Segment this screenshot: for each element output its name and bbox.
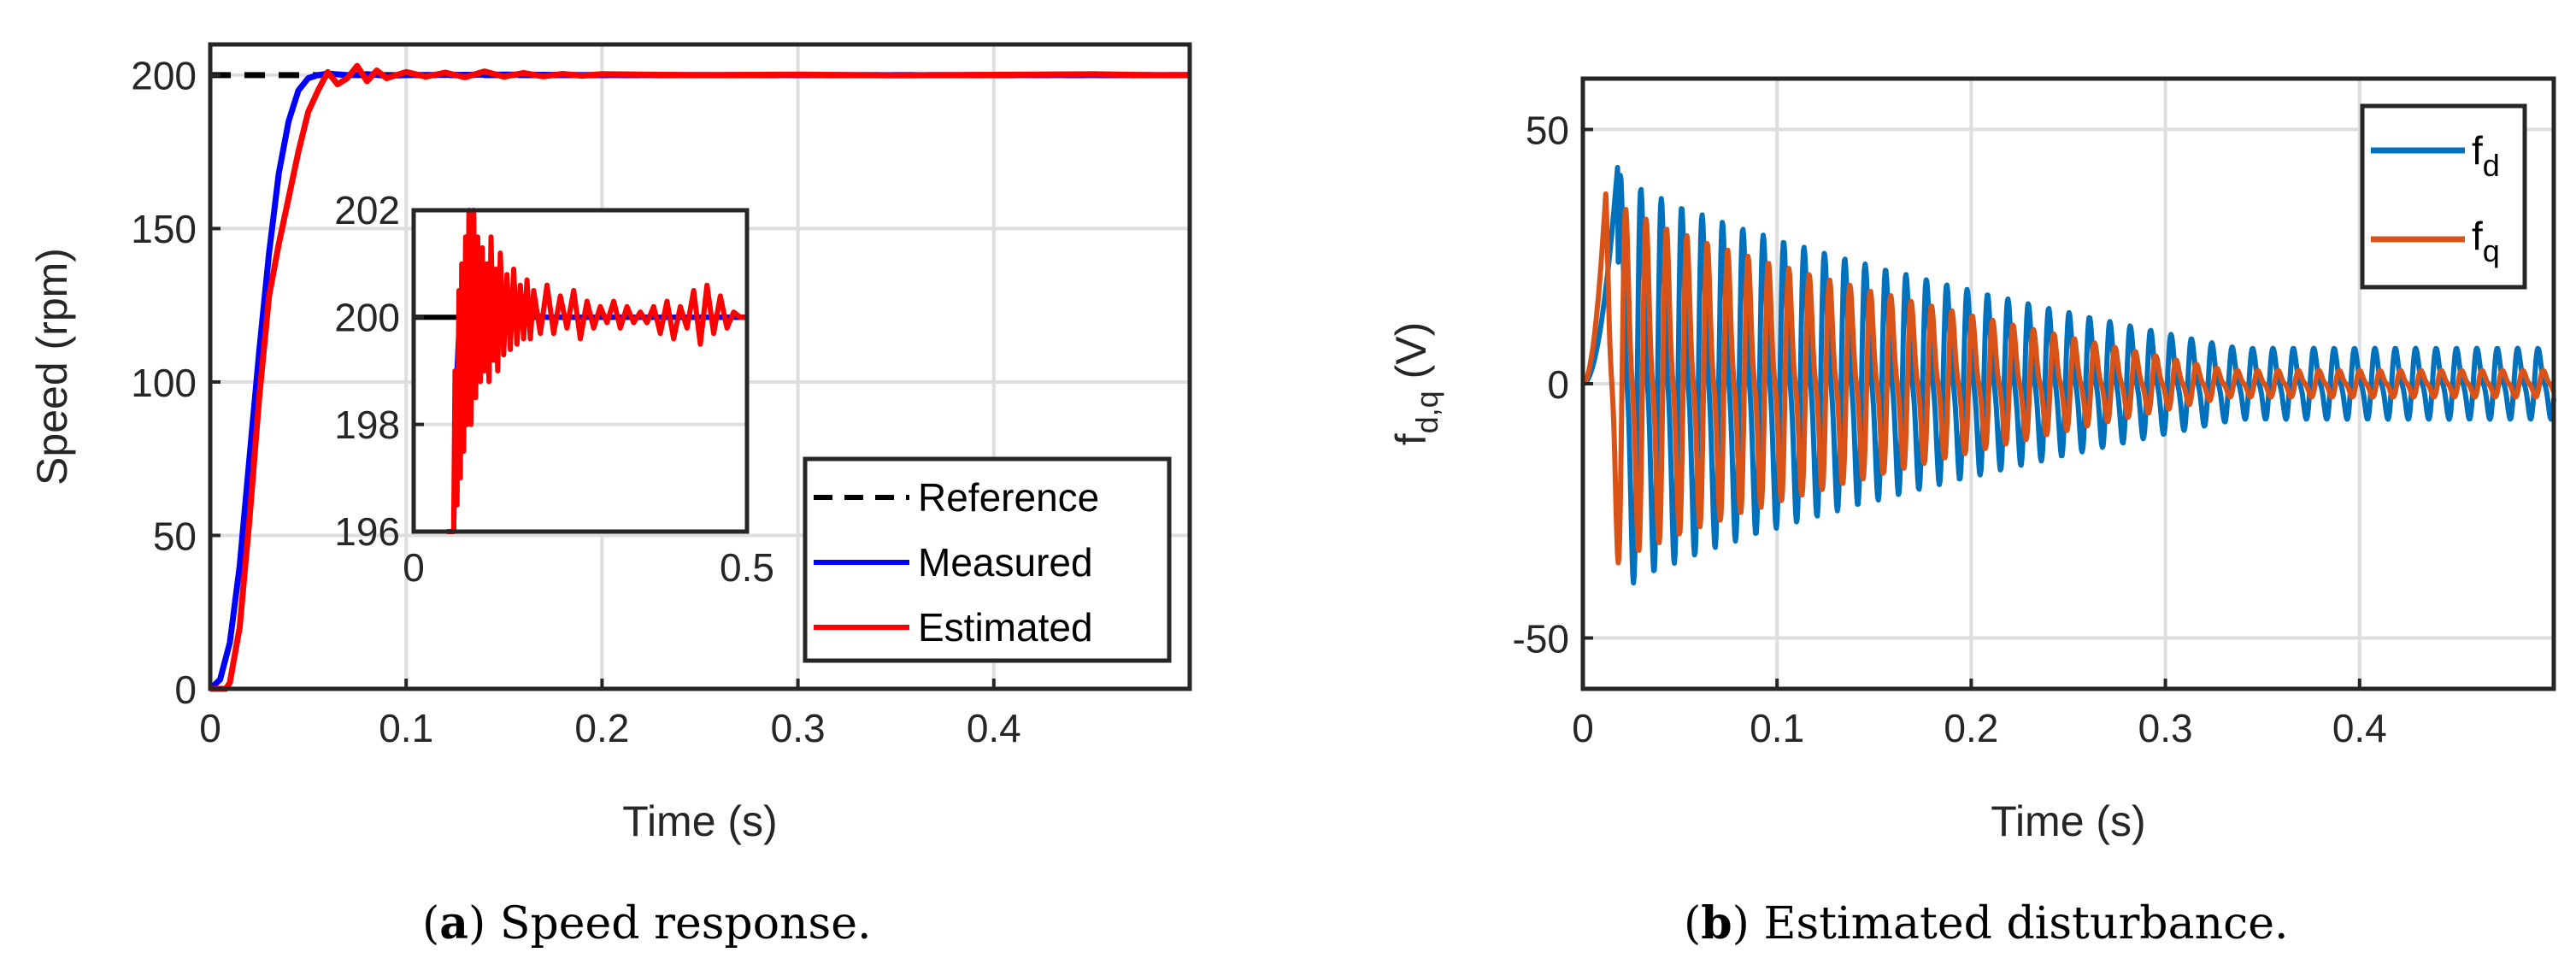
b-ylabel-unit: (V) bbox=[1387, 322, 1435, 391]
a-inset-zoom: 0 0.5 196 198 200 202 bbox=[334, 188, 774, 590]
a-tick-labels: 0 0.1 0.2 0.3 0.4 0 50 100 150 200 bbox=[131, 54, 1021, 750]
a-xtick-label-2: 0.2 bbox=[574, 706, 629, 750]
a-y-axis-label: Speed (rpm) bbox=[28, 248, 76, 485]
b-ytick-label-2: 50 bbox=[1526, 108, 1569, 152]
b-legend: fd fq bbox=[2360, 103, 2527, 290]
a-inset-series-estimated bbox=[447, 208, 747, 534]
b-series-lines bbox=[1580, 165, 2556, 585]
a-ytick-label-2: 100 bbox=[131, 361, 197, 405]
a-caption-label: a bbox=[439, 897, 468, 949]
b-y-axis-label: fd,q (V) bbox=[1387, 322, 1444, 446]
a-caption: (a) Speed response. bbox=[422, 897, 872, 949]
a-inset-frame bbox=[411, 208, 750, 534]
a-ytick-label-1: 50 bbox=[153, 514, 197, 558]
b-xtick-label-2: 0.2 bbox=[1944, 706, 1998, 750]
b-xtick-label-4: 0.4 bbox=[2332, 706, 2387, 750]
a-legend: Reference Measured Estimated bbox=[803, 456, 1172, 663]
a-caption-text: Speed response. bbox=[500, 898, 872, 949]
a-series-lines bbox=[208, 62, 1190, 692]
a-inset-xtick-label-0: 0 bbox=[403, 545, 425, 590]
b-caption-label: b bbox=[1701, 897, 1732, 949]
estimated-disturbance-panel: 0 0.1 0.2 0.3 0.4 -50 0 50 Time (s) fd,q (V) fd… bbox=[1387, 76, 2556, 949]
a-inset-tick-labels: 0 0.5 196 198 200 202 bbox=[334, 188, 774, 590]
b-tick-labels: 0 0.1 0.2 0.3 0.4 -50 0 50 bbox=[1513, 108, 2387, 750]
a-inset-ytick-label-0: 196 bbox=[334, 509, 400, 554]
b-xtick-label-1: 0.1 bbox=[1750, 706, 1804, 750]
a-xtick-label-4: 0.4 bbox=[967, 706, 1021, 750]
legend-label-reference: Reference bbox=[918, 475, 1099, 520]
a-xtick-label-0: 0 bbox=[199, 706, 221, 750]
a-inset-ytick-label-3: 202 bbox=[334, 188, 400, 232]
legend-label-measured: Measured bbox=[918, 540, 1093, 585]
b-ytick-label-0: -50 bbox=[1513, 616, 1569, 661]
b-x-axis-label: Time (s) bbox=[1991, 797, 2145, 845]
speed-response-panel: 0 0.1 0.2 0.3 0.4 0 50 100 150 200 Time (s) Speed… bbox=[28, 42, 1192, 949]
a-inset-ytick-label-2: 200 bbox=[334, 295, 400, 339]
b-caption-text: Estimated disturbance. bbox=[1763, 898, 2288, 949]
b-caption: (b) Estimated disturbance. bbox=[1684, 897, 2289, 949]
b-xtick-label-3: 0.3 bbox=[2138, 706, 2193, 750]
legend-label-estimated: Estimated bbox=[918, 605, 1093, 650]
a-ytick-label-4: 200 bbox=[131, 54, 197, 98]
a-inset-xtick-label-1: 0.5 bbox=[720, 545, 774, 590]
a-ytick-label-3: 150 bbox=[131, 207, 197, 251]
a-xtick-label-1: 0.1 bbox=[379, 706, 433, 750]
a-axes-frame bbox=[208, 42, 1192, 691]
a-x-axis-label: Time (s) bbox=[622, 797, 777, 845]
b-ytick-label-1: 0 bbox=[1547, 362, 1569, 407]
legend-label-fq: fq bbox=[2472, 214, 2500, 268]
a-ytick-label-0: 0 bbox=[174, 667, 197, 712]
a-series-estimated bbox=[210, 62, 1190, 692]
b-xtick-label-0: 0 bbox=[1572, 706, 1594, 750]
b-legend-box bbox=[2360, 103, 2527, 290]
a-inset-ytick-label-1: 198 bbox=[334, 403, 400, 447]
b-series-fq bbox=[1580, 191, 2556, 566]
b-ylabel-sub: d,q bbox=[1409, 391, 1444, 433]
legend-label-fd: fd bbox=[2472, 128, 2500, 183]
a-xtick-label-3: 0.3 bbox=[771, 706, 826, 750]
b-ylabel-main: f bbox=[1387, 433, 1435, 445]
a-inset-series-lines bbox=[414, 208, 747, 534]
